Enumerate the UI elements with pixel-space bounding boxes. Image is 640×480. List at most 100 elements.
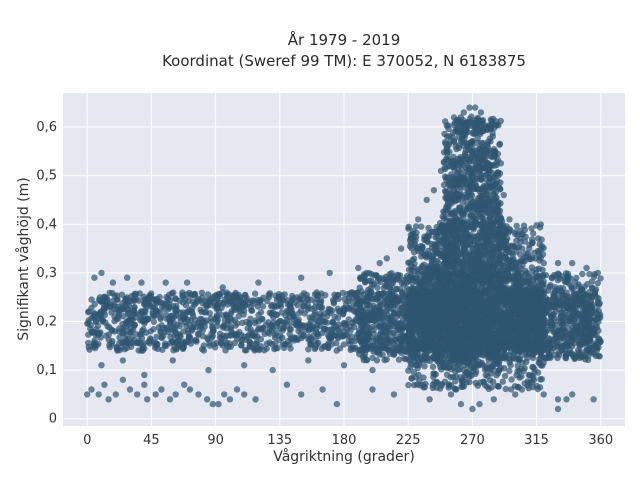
- data-point: [583, 317, 591, 325]
- data-point: [370, 307, 377, 314]
- data-point: [545, 345, 553, 352]
- data-point: [206, 297, 213, 305]
- data-point: [374, 284, 381, 291]
- data-point: [563, 350, 570, 357]
- data-point: [91, 341, 98, 349]
- data-point: [339, 332, 346, 339]
- data-point: [283, 316, 291, 324]
- data-point: [357, 275, 364, 282]
- data-point: [187, 336, 194, 344]
- chart-title: År 1979 - 2019: [288, 30, 401, 49]
- data-point: [184, 316, 191, 323]
- data-point: [237, 342, 245, 349]
- data-point: [141, 298, 149, 306]
- data-point: [228, 317, 235, 324]
- data-point: [405, 381, 412, 389]
- data-point: [555, 317, 562, 325]
- data-point: [250, 300, 257, 307]
- data-point: [122, 297, 129, 304]
- data-point: [537, 354, 544, 362]
- data-point: [177, 333, 184, 340]
- data-point: [425, 224, 432, 232]
- data-point: [385, 339, 392, 347]
- data-point: [364, 300, 371, 307]
- chart-subtitle: Koordinat (Sweref 99 TM): E 370052, N 61…: [162, 52, 526, 70]
- data-point: [594, 338, 601, 345]
- data-point: [311, 311, 318, 318]
- data-point: [530, 230, 537, 237]
- data-point: [206, 340, 213, 347]
- data-point: [460, 366, 468, 374]
- data-point: [368, 277, 375, 284]
- data-point: [90, 313, 98, 321]
- data-point: [427, 357, 434, 365]
- data-point: [401, 355, 408, 362]
- data-point: [200, 347, 207, 354]
- data-point: [123, 337, 131, 344]
- data-point: [388, 318, 395, 325]
- data-point: [493, 372, 500, 379]
- data-point: [450, 114, 458, 121]
- data-point: [102, 303, 110, 310]
- data-point: [479, 361, 486, 368]
- data-point: [437, 363, 444, 370]
- data-point: [422, 380, 429, 388]
- data-point: [352, 344, 359, 351]
- data-point: [424, 238, 431, 246]
- data-point: [212, 292, 219, 299]
- data-point: [198, 308, 205, 316]
- data-point: [85, 343, 93, 351]
- data-point: [131, 290, 138, 298]
- data-point: [347, 327, 354, 334]
- data-point: [153, 299, 161, 307]
- data-point: [455, 366, 462, 373]
- data-point: [513, 222, 520, 230]
- data-point: [441, 130, 448, 138]
- data-point: [560, 302, 567, 310]
- data-point: [340, 341, 348, 348]
- data-point: [179, 309, 187, 316]
- data-point: [85, 331, 92, 338]
- data-point: [140, 293, 147, 300]
- data-point: [405, 223, 412, 230]
- data-point: [151, 304, 158, 312]
- data-point: [496, 367, 503, 374]
- data-point: [189, 304, 196, 312]
- data-point: [277, 300, 284, 307]
- data-point: [235, 313, 242, 320]
- data-point: [424, 247, 432, 255]
- data-point: [406, 357, 413, 365]
- data-point: [345, 295, 353, 302]
- data-point: [96, 310, 104, 318]
- data-point: [554, 270, 562, 277]
- data-point: [156, 309, 164, 316]
- data-point: [335, 308, 342, 315]
- data-point: [281, 291, 288, 298]
- data-point: [328, 341, 335, 348]
- data-point: [222, 347, 229, 354]
- data-point: [597, 275, 604, 282]
- data-point: [170, 319, 177, 326]
- data-point: [586, 270, 593, 278]
- data-point: [316, 313, 324, 321]
- data-point: [139, 318, 147, 325]
- data-point: [273, 311, 280, 318]
- data-point: [495, 360, 502, 368]
- data-point: [584, 280, 591, 288]
- data-point: [133, 314, 140, 321]
- data-point: [393, 275, 401, 283]
- data-point: [233, 295, 241, 302]
- data-point: [385, 290, 392, 297]
- data-point: [461, 372, 468, 379]
- data-point: [357, 293, 364, 300]
- data-point: [367, 288, 375, 295]
- data-point: [231, 339, 239, 347]
- data-point: [405, 277, 412, 285]
- data-point: [442, 140, 449, 147]
- data-point: [277, 332, 284, 339]
- data-point: [446, 364, 453, 371]
- data-point: [593, 344, 600, 352]
- data-point: [300, 290, 308, 297]
- data-point: [465, 360, 472, 367]
- data-point: [396, 335, 403, 343]
